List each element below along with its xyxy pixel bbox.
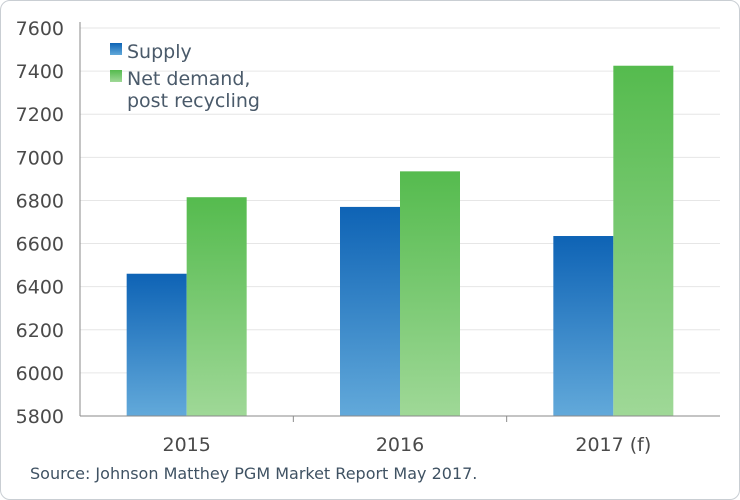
legend-label-supply: Supply xyxy=(127,41,192,63)
bar-net-demand-1 xyxy=(400,171,460,416)
x-tick-label: 2016 xyxy=(376,434,424,456)
bar-supply-2 xyxy=(553,236,614,416)
y-tick-label: 6200 xyxy=(16,320,64,342)
legend-label-net-demand: Net demand, xyxy=(127,68,250,90)
legend-label-net-demand: post recycling xyxy=(127,90,260,112)
y-tick-label: 6600 xyxy=(16,234,64,256)
y-tick-label: 6000 xyxy=(16,363,64,385)
bar-net-demand-2 xyxy=(613,65,674,416)
bar-supply-1 xyxy=(340,206,400,416)
bar-supply-0 xyxy=(126,273,187,416)
legend: Supply Net demand,post recycling xyxy=(110,41,260,112)
x-tick-label: 2017 (f) xyxy=(575,434,651,456)
y-tick-label: 6800 xyxy=(16,190,64,212)
y-tick-label: 7400 xyxy=(16,61,64,83)
x-tick-labels: 2015 2016 2017 (f) xyxy=(162,434,651,456)
source-note: Source: Johnson Matthey PGM Market Repor… xyxy=(30,464,477,483)
legend-swatch-supply xyxy=(110,43,122,55)
y-tick-label: 7000 xyxy=(16,147,64,169)
bar-net-demand-0 xyxy=(186,197,247,416)
legend-swatch-net-demand xyxy=(110,70,122,82)
y-tick-labels: 5800 6000 6200 6400 6600 6800 7000 7200 7400 7600 xyxy=(16,18,64,428)
x-tick-label: 2015 xyxy=(162,434,210,456)
y-tick-label: 7200 xyxy=(16,104,64,126)
y-tick-label: 5800 xyxy=(16,406,64,428)
y-tick-label: 6400 xyxy=(16,277,64,299)
bars xyxy=(126,65,674,416)
y-tick-label: 7600 xyxy=(16,18,64,40)
axes xyxy=(79,22,720,422)
